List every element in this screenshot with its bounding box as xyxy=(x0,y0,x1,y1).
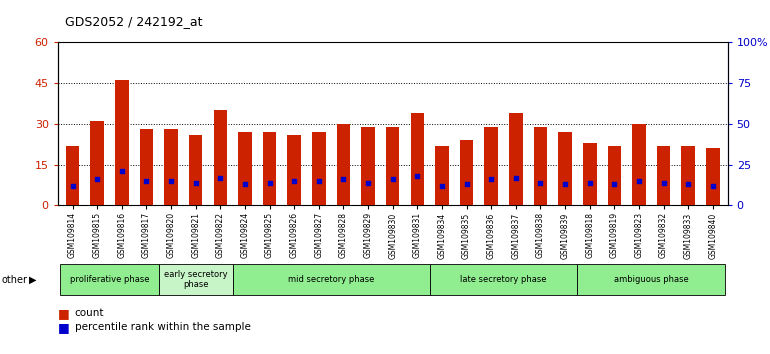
Bar xyxy=(361,127,375,205)
Bar xyxy=(460,140,474,205)
Point xyxy=(116,168,128,174)
Bar xyxy=(632,124,646,205)
Point xyxy=(584,180,596,185)
Text: ambiguous phase: ambiguous phase xyxy=(614,275,688,284)
Bar xyxy=(657,145,671,205)
Bar xyxy=(263,132,276,205)
Point xyxy=(337,176,350,182)
Point xyxy=(682,181,695,187)
FancyBboxPatch shape xyxy=(60,264,159,295)
Point xyxy=(239,181,251,187)
Point xyxy=(411,173,424,179)
Point xyxy=(91,176,103,182)
Bar xyxy=(65,145,79,205)
FancyBboxPatch shape xyxy=(159,264,233,295)
Bar xyxy=(534,127,547,205)
Bar xyxy=(681,145,695,205)
FancyBboxPatch shape xyxy=(578,264,725,295)
FancyBboxPatch shape xyxy=(233,264,430,295)
Text: ■: ■ xyxy=(58,321,69,334)
Bar xyxy=(583,143,597,205)
Text: ■: ■ xyxy=(58,307,69,320)
Point xyxy=(288,178,300,184)
Text: percentile rank within the sample: percentile rank within the sample xyxy=(75,322,250,332)
Text: mid secretory phase: mid secretory phase xyxy=(288,275,374,284)
Point xyxy=(658,180,670,185)
Point xyxy=(189,180,202,185)
Bar xyxy=(608,145,621,205)
Bar xyxy=(164,129,178,205)
FancyBboxPatch shape xyxy=(430,264,578,295)
Bar xyxy=(509,113,523,205)
Bar xyxy=(238,132,252,205)
Text: GDS2052 / 242192_at: GDS2052 / 242192_at xyxy=(65,15,203,28)
Bar xyxy=(90,121,104,205)
Text: early secretory
phase: early secretory phase xyxy=(164,270,227,289)
Point xyxy=(140,178,152,184)
Bar xyxy=(484,127,498,205)
Point xyxy=(559,181,571,187)
Bar xyxy=(410,113,424,205)
Point xyxy=(263,180,276,185)
Text: count: count xyxy=(75,308,104,318)
Point xyxy=(313,178,325,184)
Point xyxy=(633,178,645,184)
Bar xyxy=(287,135,301,205)
Point xyxy=(510,175,522,181)
Bar xyxy=(189,135,203,205)
Point xyxy=(485,176,497,182)
Point xyxy=(436,183,448,189)
Point xyxy=(608,181,621,187)
Bar xyxy=(139,129,153,205)
Bar xyxy=(336,124,350,205)
Bar xyxy=(312,132,326,205)
Point xyxy=(460,181,473,187)
Bar xyxy=(115,80,129,205)
Text: ▶: ▶ xyxy=(29,275,37,285)
Bar xyxy=(706,148,720,205)
Text: proliferative phase: proliferative phase xyxy=(70,275,149,284)
Bar xyxy=(435,145,449,205)
Text: late secretory phase: late secretory phase xyxy=(460,275,547,284)
Point xyxy=(66,183,79,189)
Bar xyxy=(213,110,227,205)
Point xyxy=(362,180,374,185)
Bar xyxy=(386,127,400,205)
Point xyxy=(707,183,719,189)
Point xyxy=(387,176,399,182)
Bar xyxy=(558,132,572,205)
Point xyxy=(165,178,177,184)
Point xyxy=(214,175,226,181)
Text: other: other xyxy=(2,275,28,285)
Point xyxy=(534,180,547,185)
